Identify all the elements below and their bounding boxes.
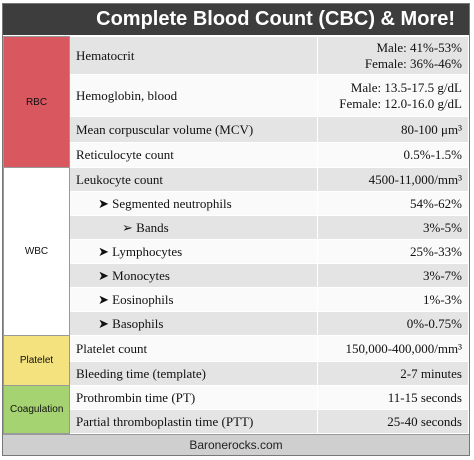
range-line: 25%-33% (410, 243, 462, 259)
range-line: 11-15 seconds (387, 389, 462, 405)
reference-range: 0%-0.75% (317, 311, 469, 336)
reference-range: 25-40 seconds (317, 409, 469, 434)
reference-range: 2-7 minutes (317, 361, 469, 386)
row: Bleeding time (template) 2-7 minutes (4, 361, 469, 386)
reference-range: 1%-3% (317, 287, 469, 312)
test-name: ➤ Basophils (69, 311, 318, 336)
test-name: Bleeding time (template) (69, 361, 318, 386)
reference-range: Male: 13.5-17.5 g/dL Female: 12.0-16.0 g/… (317, 74, 469, 117)
footer: Baronerocks.com (3, 434, 469, 455)
test-name: Platelet count (69, 335, 318, 362)
reference-range: 80-100 μm³ (317, 116, 469, 143)
range-line: Female: 12.0-16.0 g/dL (339, 95, 462, 111)
reference-range: 150,000-400,000/mm³ (317, 335, 469, 362)
cbc-sheet: Complete Blood Count (CBC) & More! RBC He… (2, 3, 470, 456)
range-line: 4500-11,000/mm³ (368, 171, 462, 187)
reference-range: 3%-5% (317, 215, 469, 240)
range-line: Male: 13.5-17.5 g/dL (350, 79, 462, 95)
title: Complete Blood Count (CBC) & More! (3, 4, 469, 36)
row: Coagulation Prothrombin time (PT) 11-15 se… (3, 385, 469, 434)
range-line: 25-40 seconds (387, 413, 462, 429)
test-name: Hemoglobin, blood (69, 74, 318, 117)
test-name: Hematocrit (69, 36, 318, 75)
row: ➢ Bands 3%-5% (4, 215, 469, 240)
test-name: ➤ Monocytes (69, 263, 318, 288)
range-line: 1%-3% (423, 291, 462, 307)
row: WBC Leukocyte count 4500-11,000/mm³ (3, 167, 469, 336)
range-line: Female: 36%-46% (364, 55, 462, 71)
range-line: 3%-7% (423, 267, 462, 283)
reference-range: 25%-33% (317, 239, 469, 264)
row: Platelet Platelet count 150,000-400,000/mm… (3, 335, 469, 386)
reference-range: Male: 41%-53% Female: 36%-46% (317, 36, 469, 75)
row: RBC Hematocrit Male: 41%-53% Female: 36%-46… (3, 36, 469, 168)
row: ➤ Eosinophils 1%-3% (4, 287, 469, 312)
row: ➤ Segmented neutrophils 54%-62% (4, 191, 469, 216)
row: ➤ Basophils 0%-0.75% (4, 311, 469, 336)
test-name: Prothrombin time (PT) (69, 385, 318, 410)
range-line: 2-7 minutes (400, 365, 462, 381)
range-line: 54%-62% (410, 195, 462, 211)
range-line: 0%-0.75% (406, 315, 462, 331)
reference-range: 11-15 seconds (317, 385, 469, 410)
test-name: ➤ Lymphocytes (69, 239, 318, 264)
range-line: 3%-5% (423, 219, 462, 235)
row: ➤ Monocytes 3%-7% (4, 263, 469, 288)
range-line: 150,000-400,000/mm³ (345, 340, 462, 356)
row: Mean corpuscular volume (MCV) 80-100 μm³ (4, 116, 469, 143)
range-line: Male: 41%-53% (376, 39, 462, 55)
test-name: Partial thromboplastin time (PTT) (69, 409, 318, 434)
group-label: Platelet (3, 335, 70, 386)
range-line: 80-100 μm³ (400, 121, 462, 137)
range-line: 0.5%-1.5% (403, 147, 463, 162)
group-label: Coagulation (3, 385, 70, 434)
test-name: ➤ Segmented neutrophils (69, 191, 318, 216)
test-name: Mean corpuscular volume (MCV) (69, 116, 318, 143)
group-label: WBC (3, 167, 70, 336)
row: Reticulocyte count 0.5%-1.5% (4, 142, 469, 168)
test-name: ➤ Eosinophils (69, 287, 318, 312)
test-name: Reticulocyte count (69, 142, 318, 168)
test-name: ➢ Bands (69, 215, 318, 240)
reference-range: 4500-11,000/mm³ (317, 167, 469, 192)
group-label: RBC (3, 36, 70, 168)
row: ➤ Lymphocytes 25%-33% (4, 239, 469, 264)
reference-range: 0.5%-1.5% (317, 142, 469, 168)
reference-range: 3%-7% (317, 263, 469, 288)
row: Hemoglobin, blood Male: 13.5-17.5 g/dL Fem… (4, 74, 469, 117)
test-name: Leukocyte count (69, 167, 318, 192)
cbc-table: RBC Hematocrit Male: 41%-53% Female: 36%-46… (3, 36, 469, 434)
row: Partial thromboplastin time (PTT) 25-40 s… (4, 409, 469, 434)
reference-range: 54%-62% (317, 191, 469, 216)
